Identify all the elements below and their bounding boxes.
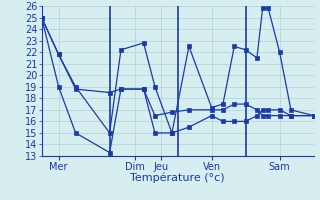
X-axis label: Température (°c): Température (°c) [130, 173, 225, 183]
